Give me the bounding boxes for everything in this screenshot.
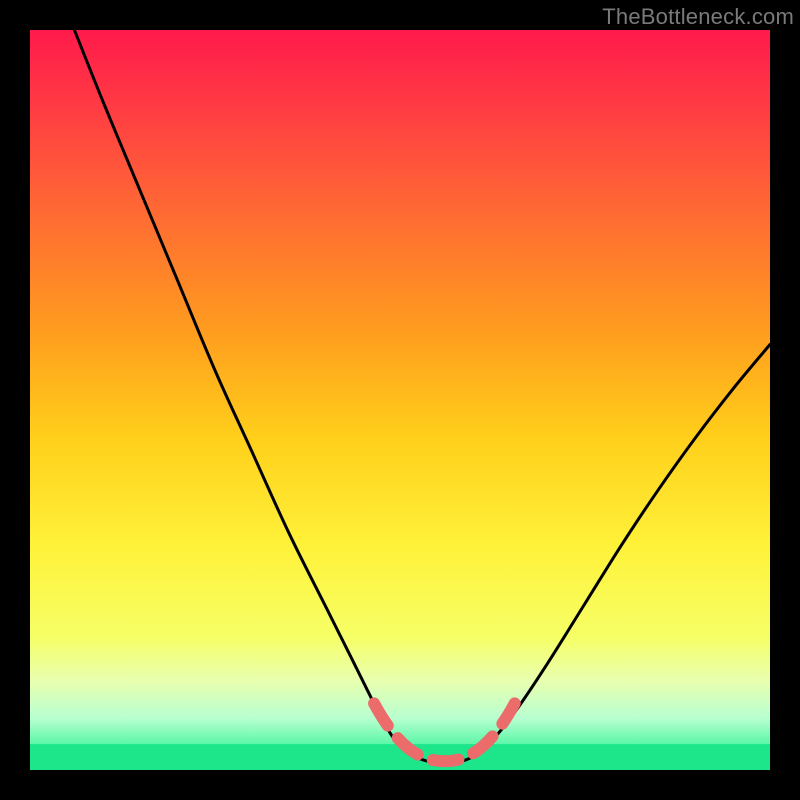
bottleneck-chart xyxy=(0,0,800,800)
plot-background-gradient xyxy=(30,30,770,770)
watermark-text: TheBottleneck.com xyxy=(602,4,794,30)
